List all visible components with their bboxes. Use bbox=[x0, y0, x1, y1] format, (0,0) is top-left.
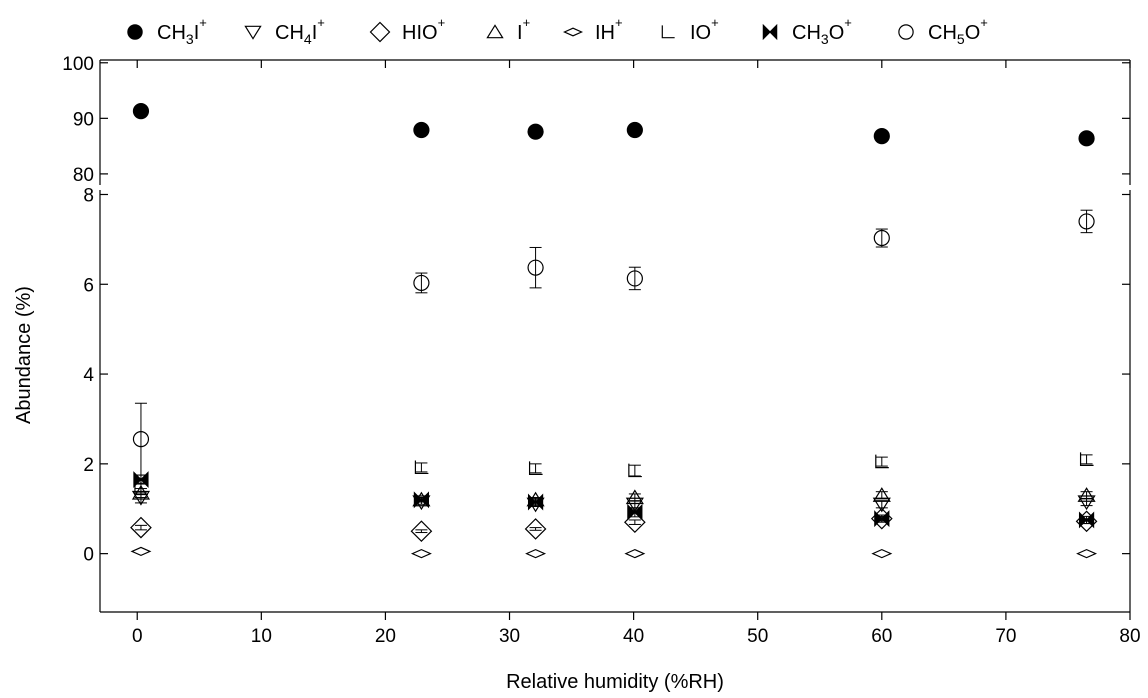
legend-marker-hio bbox=[369, 21, 391, 43]
legend-marker-io bbox=[661, 25, 675, 39]
data-point bbox=[413, 274, 430, 292]
data-point bbox=[624, 548, 646, 559]
legend-label: CH3I+ bbox=[157, 15, 207, 47]
data-point bbox=[626, 270, 643, 287]
data-point bbox=[413, 491, 430, 509]
y-tick-label: 8 bbox=[83, 185, 94, 206]
data-point bbox=[875, 454, 889, 469]
x-tick-label: 70 bbox=[995, 626, 1016, 647]
data-point bbox=[527, 259, 544, 276]
data-point bbox=[131, 484, 151, 500]
legend-item-ih: IH+ bbox=[562, 15, 623, 44]
data-point bbox=[528, 461, 543, 475]
data-point bbox=[625, 489, 644, 505]
y-tick-label: 100 bbox=[62, 54, 94, 75]
y-tick-label: 0 bbox=[83, 545, 94, 566]
data-point bbox=[1077, 487, 1096, 502]
series-ch4i bbox=[131, 490, 1096, 513]
x-tick-label: 40 bbox=[623, 626, 644, 647]
data-point bbox=[132, 103, 150, 120]
legend: CH3I+ CH4I+ HIO+ I+ IH+ IO+ CH3O+ CH5O+ bbox=[127, 15, 988, 47]
x-tick-label: 20 bbox=[375, 626, 396, 647]
upper-panel: 80 90 100 bbox=[62, 54, 1131, 186]
data-point bbox=[1078, 130, 1095, 147]
data-point bbox=[873, 128, 890, 145]
x-axis: 0 10 20 30 40 50 60 70 80 bbox=[100, 60, 1141, 647]
legend-item-ch3i: CH3I+ bbox=[127, 15, 207, 47]
y-tick-label: 4 bbox=[83, 365, 94, 386]
data-point bbox=[626, 121, 643, 139]
legend-label: HIO+ bbox=[402, 15, 445, 44]
series-i bbox=[131, 484, 1096, 507]
data-point bbox=[1076, 548, 1098, 559]
legend-item-ch4i: CH4I+ bbox=[244, 15, 325, 47]
data-point bbox=[132, 431, 150, 448]
x-tick-label: 0 bbox=[132, 626, 143, 647]
series-ch5o bbox=[132, 209, 1095, 476]
data-point bbox=[874, 510, 890, 528]
data-point bbox=[872, 487, 891, 502]
lower-panel: 0 2 4 6 8 bbox=[83, 185, 1131, 612]
data-point bbox=[133, 471, 149, 489]
x-tick-label: 30 bbox=[499, 626, 520, 647]
x-axis-title: Relative humidity (%RH) bbox=[506, 671, 724, 693]
data-point bbox=[410, 520, 433, 543]
data-point bbox=[413, 121, 430, 139]
y-tick-label: 6 bbox=[83, 275, 94, 296]
y-tick-label: 90 bbox=[73, 109, 94, 130]
data-point bbox=[414, 460, 429, 475]
data-point bbox=[130, 546, 152, 557]
x-tick-label: 80 bbox=[1119, 626, 1140, 647]
legend-marker-ch4i bbox=[244, 25, 262, 40]
legend-marker-ch3o bbox=[762, 23, 778, 41]
legend-label: IH+ bbox=[595, 15, 623, 44]
data-point bbox=[525, 548, 547, 559]
series-ch3i bbox=[132, 103, 1095, 147]
legend-label: IO+ bbox=[690, 15, 719, 44]
data-point bbox=[1078, 511, 1095, 529]
y-tick-label: 80 bbox=[73, 165, 94, 186]
legend-marker-ch3i bbox=[127, 24, 143, 40]
y-tick-label: 2 bbox=[83, 455, 94, 476]
legend-item-i: I+ bbox=[486, 15, 530, 44]
data-point bbox=[873, 229, 890, 247]
series-ih bbox=[130, 546, 1098, 559]
legend-marker-i bbox=[486, 24, 504, 39]
data-point bbox=[130, 516, 152, 539]
x-tick-label: 50 bbox=[747, 626, 768, 647]
legend-marker-ih bbox=[562, 27, 584, 37]
legend-marker-ch5o bbox=[898, 24, 914, 40]
x-tick-label: 10 bbox=[251, 626, 272, 647]
legend-label: CH3O+ bbox=[792, 15, 852, 47]
data-point bbox=[527, 123, 544, 140]
legend-item-io: IO+ bbox=[661, 15, 719, 44]
series-ch3o bbox=[133, 471, 1095, 529]
legend-label: CH4I+ bbox=[275, 15, 325, 47]
x-tick-label: 60 bbox=[871, 626, 892, 647]
legend-label: CH5O+ bbox=[928, 15, 988, 47]
data-point bbox=[410, 548, 432, 559]
legend-label: I+ bbox=[517, 15, 530, 44]
data-point bbox=[628, 463, 642, 478]
legend-item-ch5o: CH5O+ bbox=[898, 15, 988, 47]
legend-item-hio: HIO+ bbox=[369, 15, 445, 44]
y-axis-title: Abundance (%) bbox=[13, 286, 35, 424]
series-hio bbox=[130, 507, 1098, 543]
data-point bbox=[1078, 213, 1095, 230]
data-point bbox=[524, 518, 547, 540]
legend-item-ch3o: CH3O+ bbox=[762, 15, 852, 47]
data-point bbox=[527, 493, 544, 511]
series-io bbox=[134, 452, 1094, 496]
data-point bbox=[871, 548, 893, 559]
data-point bbox=[627, 503, 643, 521]
data-point bbox=[1079, 452, 1094, 466]
